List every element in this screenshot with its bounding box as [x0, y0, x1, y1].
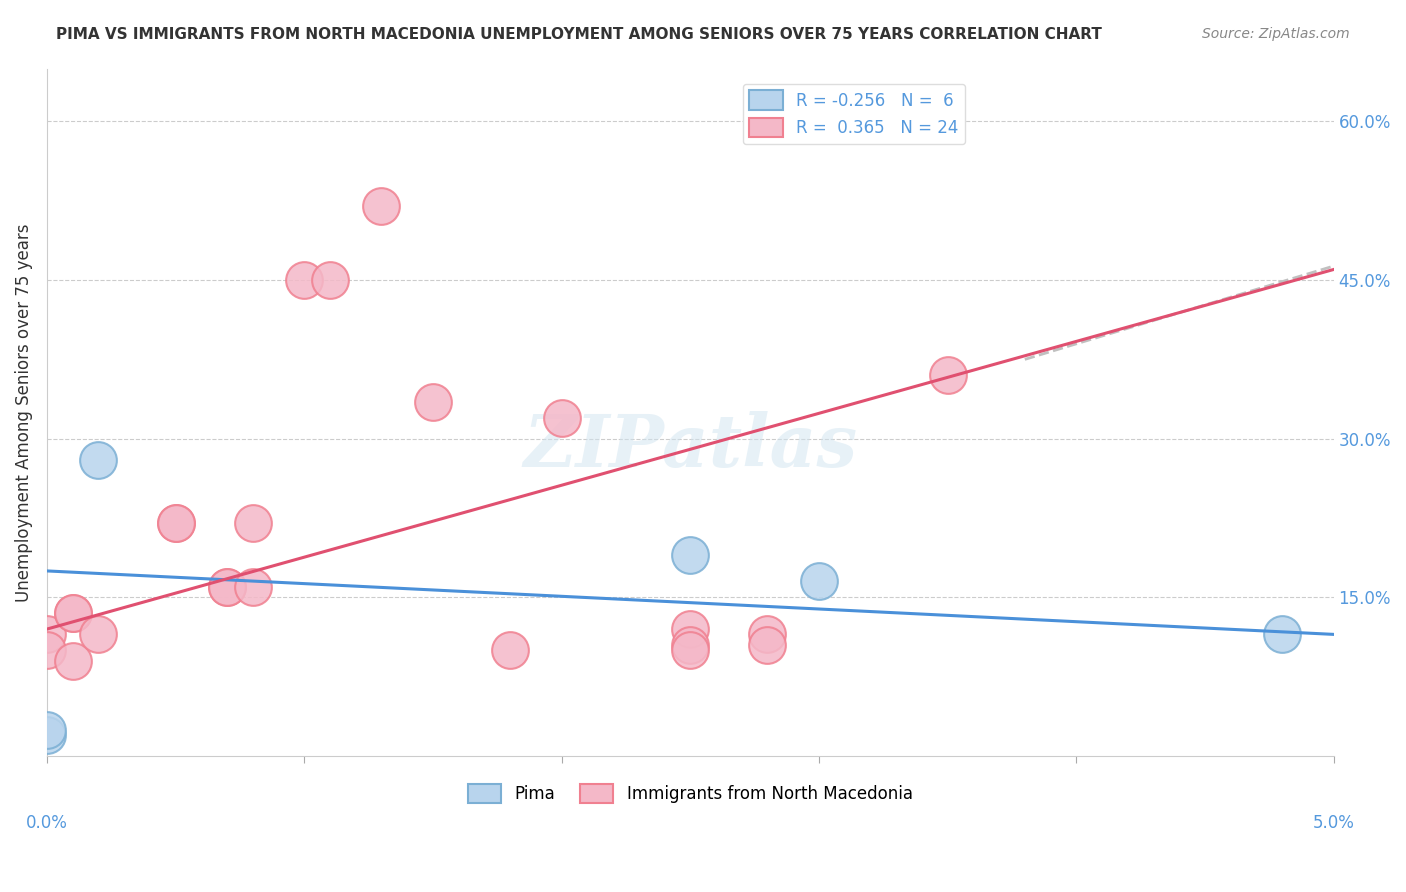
Point — [215, 580, 238, 594]
Point — [165, 516, 187, 531]
Point — [499, 643, 522, 657]
Point — [370, 199, 392, 213]
Point — [807, 574, 830, 589]
Point — [215, 580, 238, 594]
Point — [756, 638, 779, 652]
Point — [35, 723, 58, 737]
Y-axis label: Unemployment Among Seniors over 75 years: Unemployment Among Seniors over 75 years — [15, 223, 32, 601]
Point — [679, 643, 702, 657]
Point — [679, 638, 702, 652]
Point — [242, 580, 264, 594]
Point — [756, 627, 779, 641]
Text: 5.0%: 5.0% — [1313, 814, 1354, 832]
Text: PIMA VS IMMIGRANTS FROM NORTH MACEDONIA UNEMPLOYMENT AMONG SENIORS OVER 75 YEARS: PIMA VS IMMIGRANTS FROM NORTH MACEDONIA … — [56, 27, 1102, 42]
Point — [292, 273, 315, 287]
Point — [319, 273, 342, 287]
Text: ZIPatlas: ZIPatlas — [523, 411, 858, 483]
Point — [62, 606, 84, 620]
Point — [679, 622, 702, 636]
Text: 0.0%: 0.0% — [25, 814, 67, 832]
Text: Source: ZipAtlas.com: Source: ZipAtlas.com — [1202, 27, 1350, 41]
Point — [936, 368, 959, 383]
Point — [422, 394, 444, 409]
Point — [679, 548, 702, 562]
Point — [87, 453, 110, 467]
Legend: Pima, Immigrants from North Macedonia: Pima, Immigrants from North Macedonia — [461, 777, 920, 810]
Point — [35, 627, 58, 641]
Point — [165, 516, 187, 531]
Point — [35, 728, 58, 742]
Point — [62, 606, 84, 620]
Point — [550, 410, 572, 425]
Point — [242, 516, 264, 531]
Point — [87, 627, 110, 641]
Point — [1271, 627, 1294, 641]
Point — [35, 643, 58, 657]
Point — [62, 654, 84, 668]
